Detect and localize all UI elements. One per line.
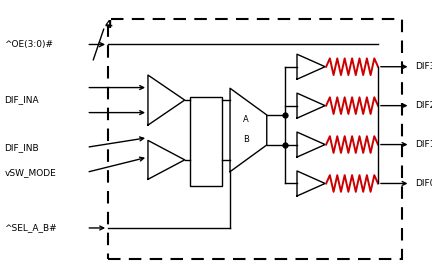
- Text: DIF0: DIF0: [415, 179, 432, 188]
- Text: ^SEL_A_B#: ^SEL_A_B#: [4, 224, 57, 232]
- Text: DIF3: DIF3: [415, 62, 432, 71]
- Text: DIF1: DIF1: [415, 140, 432, 149]
- Text: A: A: [243, 115, 249, 125]
- Text: DIF_INA: DIF_INA: [4, 96, 39, 105]
- Text: 4: 4: [105, 20, 112, 30]
- Text: DIF_INB: DIF_INB: [4, 143, 39, 152]
- Bar: [190, 97, 222, 186]
- Text: B: B: [243, 135, 249, 145]
- Text: ^OE(3:0)#: ^OE(3:0)#: [4, 40, 53, 49]
- Bar: [108, 19, 402, 259]
- Text: DIF2: DIF2: [415, 101, 432, 110]
- Text: vSW_MODE: vSW_MODE: [4, 168, 56, 177]
